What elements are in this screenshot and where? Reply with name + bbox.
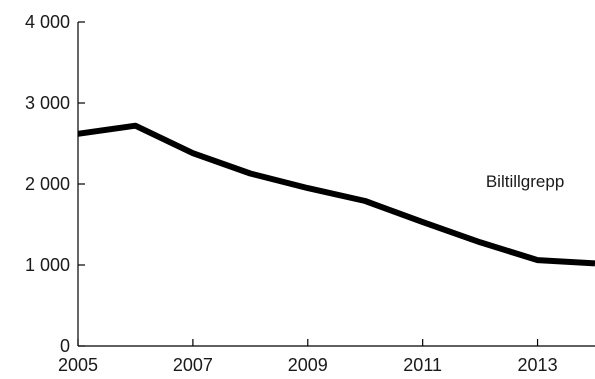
x-tick-label: 2013	[518, 355, 558, 375]
series-group	[77, 122, 595, 267]
y-tick-label: 2 000	[25, 174, 70, 194]
y-tick-label: 1 000	[25, 255, 70, 275]
x-axis-ticks: 2005 2007 2009 2011 2013	[58, 339, 558, 375]
y-tick-label: 0	[60, 336, 70, 356]
y-tick-label: 4 000	[25, 12, 70, 32]
series-line-biltillgrepp	[77, 122, 595, 267]
x-tick-label: 2005	[58, 355, 98, 375]
series-annotation: Biltillgrepp	[486, 172, 564, 191]
x-tick-label: 2009	[288, 355, 328, 375]
y-tick-label: 3 000	[25, 93, 70, 113]
x-tick-label: 2007	[173, 355, 213, 375]
y-axis-ticks: 0 1 000 2 000 3 000 4 000	[25, 12, 85, 356]
x-tick-label: 2011	[403, 355, 442, 375]
